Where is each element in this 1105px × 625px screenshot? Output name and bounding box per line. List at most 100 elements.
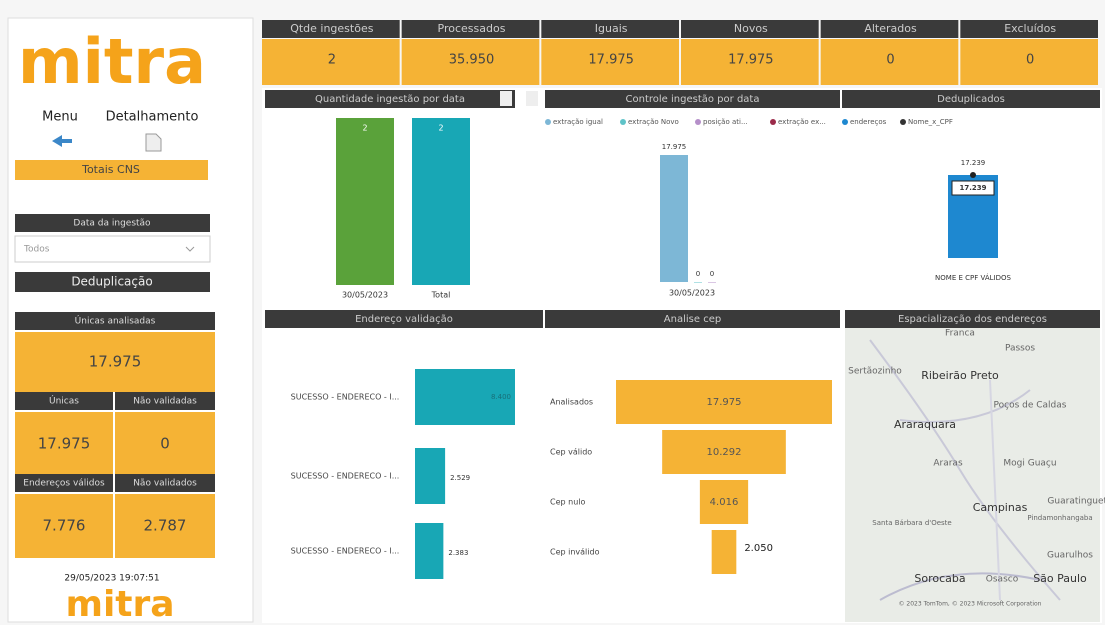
map-place: Pindamonhangaba [1027,514,1092,522]
map-place: Franca [945,329,975,339]
map-place: Guaratinguetá [1047,497,1105,507]
kpi-label: Excluídos [1004,22,1056,35]
kpi-label: Alterados [864,22,917,35]
kpi-label: Novos [734,22,768,35]
bar [660,155,688,282]
x-label: 30/05/2023 [342,291,388,300]
bar-label: 0 [710,270,714,278]
funnel-bar [712,530,737,574]
bar [694,282,702,283]
bar-label: 17.975 [662,143,687,151]
kpi-label: Iguais [595,22,628,35]
card-value: 0 [160,435,170,453]
legend-dot [842,119,848,125]
marker [970,172,976,178]
y-label: Cep nulo [550,498,585,507]
panel-title: Analise cep [664,314,721,325]
y-label: Analisados [550,398,593,407]
kpi-value: 35.950 [449,53,495,68]
kpi-value: 17.975 [588,53,634,68]
card-title: Endereços válidos [23,479,105,489]
y-label: Cep válido [550,448,592,457]
bar-label: 10.292 [707,447,742,458]
y-label: Cep inválido [550,548,600,557]
y-label: SUCESSO - ENDERECO - I... [291,547,400,556]
kpi-label: Processados [438,22,506,35]
dashboard: mitra Menu Detalhamento Totais CNS Data da i… [0,0,1105,625]
legend-dot [620,119,626,125]
panel-title: Espacialização dos endereços [898,314,1047,325]
card-title: Não validados [133,479,197,489]
kpi-value: 2 [328,53,336,68]
map-place: Campinas [973,501,1028,514]
panel-title: Quantidade ingestão por data [315,94,465,105]
menu-label[interactable]: Menu [42,110,78,125]
filter-icon[interactable] [500,91,512,106]
bar [336,118,394,285]
card-title: Únicas [49,395,79,407]
card-value: 2.787 [144,517,187,535]
card-title: Não validadas [133,397,197,407]
page: { "sidebar": { "logo": "mitra", "menu": … [0,0,1105,625]
bar [708,282,716,283]
detail-icon[interactable] [146,134,161,151]
map-place: Poços de Caldas [994,401,1067,411]
kpi-value: 0 [886,53,894,68]
bar-label: 4.016 [710,497,739,508]
dropdown-value[interactable]: Todos [23,245,50,255]
legend-label: extração igual [553,118,603,126]
map-place: Santa Bárbara d'Oeste [872,519,951,527]
bar-label: 2.383 [448,549,468,557]
filter-title: Data da ingestão [73,219,151,229]
legend-label: posição ati... [703,118,748,126]
x-label: Total [431,291,451,300]
bar-label: 2.050 [744,543,773,554]
map-place: Araras [933,459,963,469]
focus-icon[interactable] [526,91,538,106]
y-label: SUCESSO - ENDERECO - I... [291,393,400,402]
panel-title: Deduplicados [937,94,1005,105]
legend-label: Nome_x_CPF [908,118,953,126]
bar-label: 2 [362,124,367,133]
map-place: São Paulo [1033,572,1087,585]
legend-dot [900,119,906,125]
bar-label: 2 [438,124,443,133]
card-value: 7.776 [43,517,86,535]
legend-dot [545,119,551,125]
map-place: Guarulhos [1047,551,1093,561]
bar-label: 8.400 [491,393,511,401]
bar [415,523,443,579]
panel-title: Endereço validação [355,314,453,325]
logo: mitra [18,25,206,98]
legend-label: endereços [850,118,887,126]
map-place: Ribeirão Preto [921,369,999,382]
tooltip-label: 17.239 [959,184,986,192]
bar-label: 2.529 [450,474,470,482]
bar [415,448,445,504]
map-place: Passos [1005,344,1035,354]
bar-label: 17.239 [961,159,986,167]
map-place: Araraquara [894,418,956,431]
card-value: 17.975 [89,353,142,371]
legend-dot [770,119,776,125]
map-place: Mogi Guaçu [1003,459,1056,469]
map-attribution: © 2023 TomTom, © 2023 Microsoft Corporat… [899,601,1042,608]
section-title: Deduplicação [71,275,152,289]
kpi-label: Qtde ingestões [290,22,374,35]
legend-label: extração Novo [628,118,679,126]
map-place: Sertãozinho [848,367,902,377]
x-label: 30/05/2023 [669,289,715,298]
bar-label: 0 [696,270,700,278]
map-place: Sorocaba [914,572,965,585]
x-label: NOME E CPF VÁLIDOS [935,273,1011,282]
kpi-value: 0 [1026,53,1034,68]
totals-button-label[interactable]: Totais CNS [81,163,140,176]
card-value: 17.975 [38,435,91,453]
bar-label: 17.975 [707,397,742,408]
legend-dot [695,119,701,125]
footer-logo: mitra [65,584,174,625]
detail-label[interactable]: Detalhamento [106,110,199,125]
card-title: Únicas analisadas [75,315,156,327]
kpi-value: 17.975 [728,53,774,68]
panel-title: Controle ingestão por data [626,94,760,105]
